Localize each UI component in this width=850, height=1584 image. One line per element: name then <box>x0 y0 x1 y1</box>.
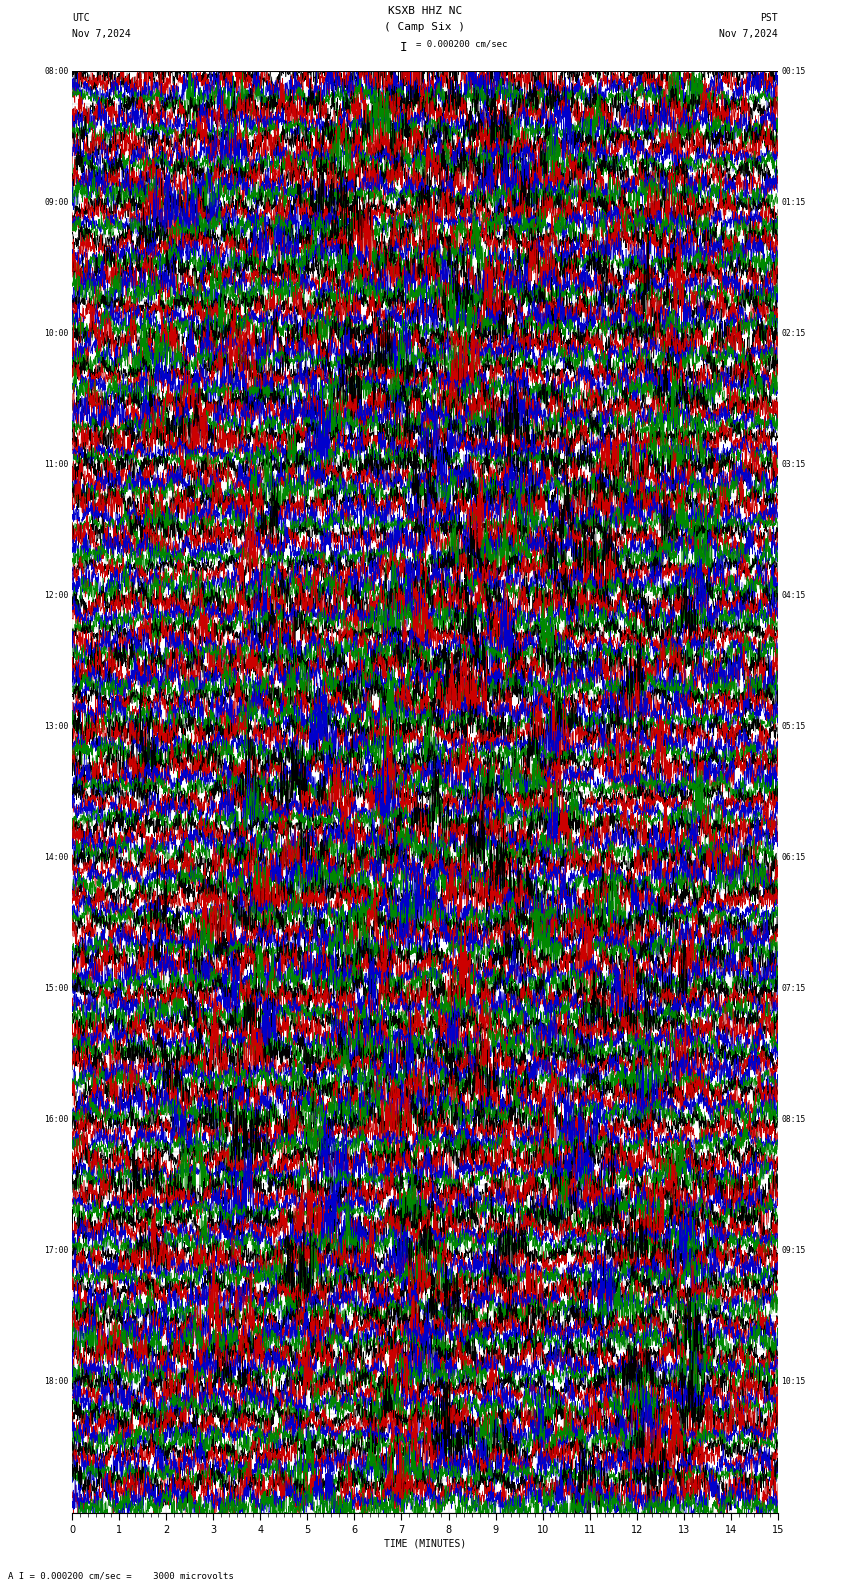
Text: UTC: UTC <box>72 13 90 22</box>
Text: 08:15: 08:15 <box>781 1115 806 1125</box>
Text: 17:00: 17:00 <box>44 1247 69 1255</box>
Text: KSXB HHZ NC: KSXB HHZ NC <box>388 6 462 16</box>
Text: 06:15: 06:15 <box>781 854 806 862</box>
Text: 12:00: 12:00 <box>44 591 69 600</box>
Text: 18:00: 18:00 <box>44 1376 69 1386</box>
Text: A I = 0.000200 cm/sec =    3000 microvolts: A I = 0.000200 cm/sec = 3000 microvolts <box>8 1571 235 1581</box>
Text: 11:00: 11:00 <box>44 459 69 469</box>
Text: 10:00: 10:00 <box>44 329 69 337</box>
Text: 05:15: 05:15 <box>781 722 806 730</box>
Text: 10:15: 10:15 <box>781 1376 806 1386</box>
Text: Nov 7,2024: Nov 7,2024 <box>72 29 131 38</box>
Text: 13:00: 13:00 <box>44 722 69 730</box>
Text: 09:00: 09:00 <box>44 198 69 208</box>
Text: I: I <box>400 41 407 54</box>
Text: 14:00: 14:00 <box>44 854 69 862</box>
Text: 02:15: 02:15 <box>781 329 806 337</box>
Text: 16:00: 16:00 <box>44 1115 69 1125</box>
Text: PST: PST <box>760 13 778 22</box>
Text: Nov 7,2024: Nov 7,2024 <box>719 29 778 38</box>
Text: = 0.000200 cm/sec: = 0.000200 cm/sec <box>416 40 507 49</box>
Text: 03:15: 03:15 <box>781 459 806 469</box>
Text: 01:15: 01:15 <box>781 198 806 208</box>
Text: 09:15: 09:15 <box>781 1247 806 1255</box>
Text: 04:15: 04:15 <box>781 591 806 600</box>
Text: 08:00: 08:00 <box>44 67 69 76</box>
Text: ( Camp Six ): ( Camp Six ) <box>384 22 466 32</box>
Text: 00:15: 00:15 <box>781 67 806 76</box>
Text: 07:15: 07:15 <box>781 984 806 993</box>
X-axis label: TIME (MINUTES): TIME (MINUTES) <box>384 1538 466 1549</box>
Text: 15:00: 15:00 <box>44 984 69 993</box>
